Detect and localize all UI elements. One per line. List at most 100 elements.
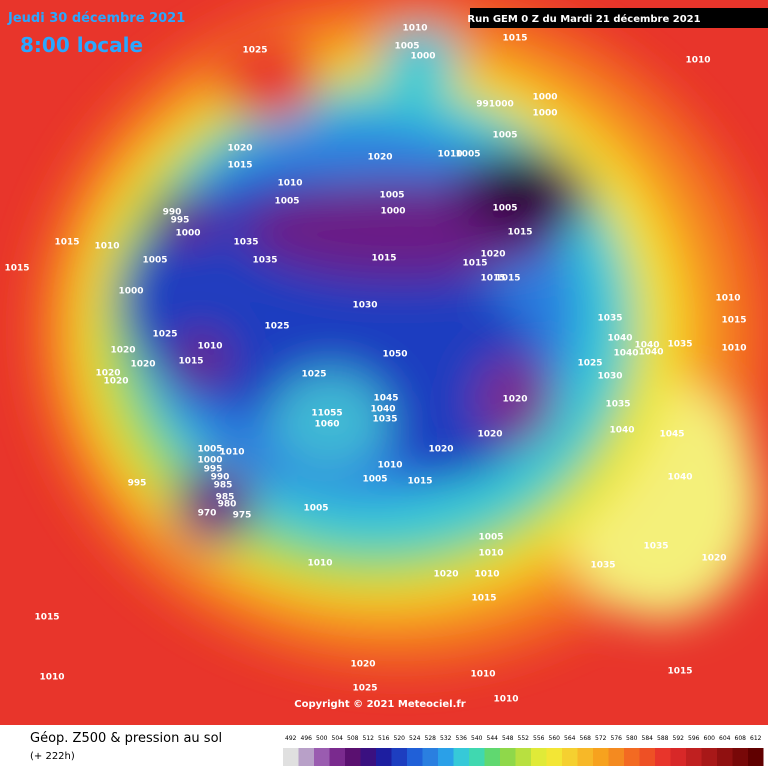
- run-label: Run GEM 0 Z du Mardi 21 décembre 2021: [467, 13, 700, 25]
- pressure-label: 1025: [352, 684, 377, 694]
- pressure-label: 1040: [607, 334, 632, 344]
- scale-swatch: [717, 748, 733, 766]
- scale-swatch: [484, 748, 500, 766]
- pressure-label: 1045: [659, 430, 684, 440]
- pressure-label: 1025: [152, 330, 177, 340]
- scale-label: 552: [518, 735, 530, 742]
- pressure-label: 1010: [685, 56, 710, 66]
- pressure-label: 1020: [480, 250, 505, 260]
- pressure-label: 1040: [370, 405, 395, 415]
- pressure-label: 1000: [532, 93, 557, 103]
- pressure-label: 995: [128, 479, 147, 489]
- pressure-label: 1020: [367, 153, 392, 163]
- pressure-label: 990: [211, 473, 230, 483]
- scale-swatch: [608, 748, 624, 766]
- scale-swatch: [732, 748, 748, 766]
- pressure-label: 1025: [264, 322, 289, 332]
- scale-swatch: [701, 748, 717, 766]
- pressure-label: 1050: [382, 350, 407, 360]
- scale-label: 520: [394, 735, 406, 742]
- pressure-labels: 1025101010051000101510101000100099100010…: [4, 24, 746, 705]
- pressure-label: 1020: [110, 346, 135, 356]
- pressure-label: 1000: [118, 287, 143, 297]
- scale-label: 504: [332, 735, 344, 742]
- pressure-label: 991000: [476, 100, 514, 110]
- legend-lead: (+ 222h): [30, 751, 75, 762]
- pressure-label: 1025: [242, 46, 267, 56]
- pressure-label: 1035: [233, 238, 258, 248]
- pressure-label: 1015: [471, 594, 496, 604]
- pressure-label: 1015: [178, 357, 203, 367]
- scale-swatch: [562, 748, 578, 766]
- run-box: [470, 8, 768, 28]
- date-label: Jeudi 30 décembre 2021: [7, 11, 185, 26]
- scale-swatch: [298, 748, 314, 766]
- pressure-label: 1005: [303, 504, 328, 514]
- scale-label: 540: [471, 735, 483, 742]
- scale-label: 600: [704, 735, 716, 742]
- pressure-label: 1015: [227, 161, 252, 171]
- pressure-label: 1005: [379, 191, 404, 201]
- pressure-label: 1010: [307, 559, 332, 569]
- pressure-label: 1010: [377, 461, 402, 471]
- scale-swatch: [422, 748, 438, 766]
- pressure-label: 1035: [597, 314, 622, 324]
- pressure-label: 1020: [502, 395, 527, 405]
- scale-swatch: [577, 748, 593, 766]
- pressure-label: 1010: [219, 448, 244, 458]
- pressure-label: 980: [218, 500, 237, 510]
- scale-swatch: [686, 748, 702, 766]
- scale-swatch: [391, 748, 407, 766]
- pressure-label: 1005: [394, 42, 419, 52]
- scale-swatch: [531, 748, 547, 766]
- time-label: 8:00 locale: [20, 33, 143, 57]
- pressure-label: 1040: [613, 349, 638, 359]
- pressure-label: 1015: [507, 228, 532, 238]
- pressure-label: 1005: [478, 533, 503, 543]
- scale-swatch: [407, 748, 423, 766]
- scale-label: 608: [735, 735, 747, 742]
- pressure-label: 1020: [350, 660, 375, 670]
- scale-label: 576: [611, 735, 623, 742]
- pressure-label: 1020: [433, 570, 458, 580]
- pressure-label: 1040: [634, 341, 659, 351]
- pressure-label: 1035: [252, 256, 277, 266]
- pressure-label: 1010: [478, 549, 503, 559]
- pressure-label: 1015: [34, 613, 59, 623]
- scale-swatch: [438, 748, 454, 766]
- pressure-label: 1035: [605, 400, 630, 410]
- pressure-label: 1020: [130, 360, 155, 370]
- pressure-label: 1010: [470, 670, 495, 680]
- scale-label: 524: [409, 735, 421, 742]
- scale-label: 560: [549, 735, 561, 742]
- pressure-label: 1010: [402, 24, 427, 34]
- scale-label: 548: [502, 735, 514, 742]
- pressure-label: 1015: [407, 477, 432, 487]
- scale-swatch: [515, 748, 531, 766]
- scale-label: 580: [626, 735, 638, 742]
- pressure-label: 1005: [142, 256, 167, 266]
- pressure-label: 1015: [480, 274, 505, 284]
- pressure-label: 1020: [103, 377, 128, 387]
- scale-label: 492: [285, 735, 297, 742]
- pressure-label: 1000: [410, 52, 435, 62]
- pressure-label: 1040: [638, 348, 663, 358]
- scale-label: 592: [673, 735, 685, 742]
- map-field: [0, 0, 768, 725]
- pressure-label: 1005: [455, 150, 480, 160]
- pressure-label: 1020: [428, 445, 453, 455]
- pressure-label: 1015: [667, 667, 692, 677]
- pressure-label: 1015: [502, 34, 527, 44]
- color-scale: 492 496 500 504 508 512 516 520 524 528 532 536 540 5…: [283, 735, 764, 766]
- pressure-label: 1015: [4, 264, 29, 274]
- pressure-label: 1010: [39, 673, 64, 683]
- pressure-label: 1015: [54, 238, 79, 248]
- scale-label: 536: [456, 735, 468, 742]
- pressure-label: 985: [214, 481, 233, 491]
- pressure-label: 1020: [701, 554, 726, 564]
- pressure-label: 1000: [532, 109, 557, 119]
- scale-label: 528: [425, 735, 437, 742]
- pressure-label: 1005: [362, 475, 387, 485]
- scale-label: 556: [533, 735, 545, 742]
- pressure-label: 1010: [715, 294, 740, 304]
